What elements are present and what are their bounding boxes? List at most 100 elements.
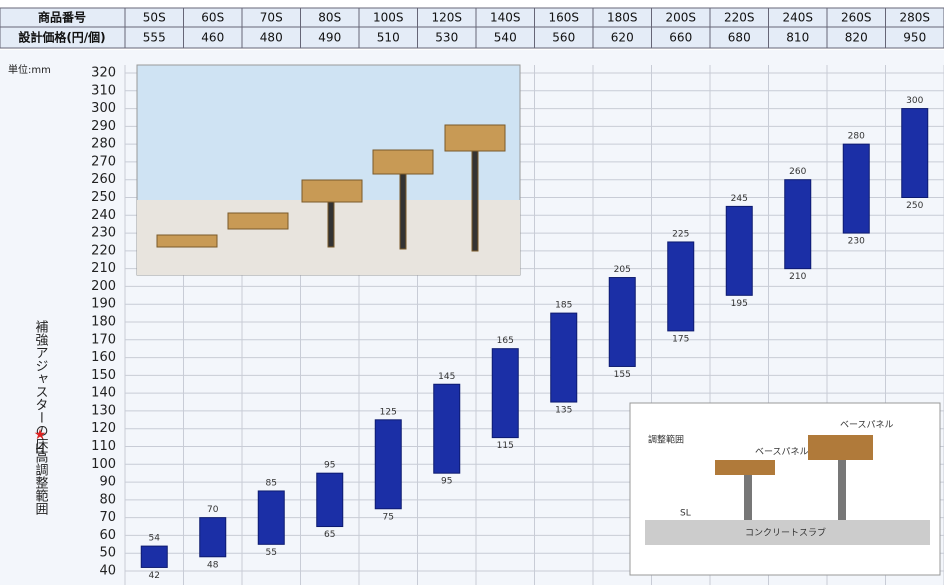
low-label: 42 <box>149 571 160 581</box>
low-label: 195 <box>731 299 748 309</box>
price: 530 <box>435 31 458 45</box>
price: 950 <box>903 31 926 45</box>
diagram-panel <box>715 460 775 475</box>
y-tick-label: 140 <box>91 386 116 401</box>
y-axis-symbol: H <box>35 443 45 458</box>
low-label: 175 <box>672 334 689 344</box>
y-tick-label: 90 <box>99 475 116 490</box>
y-tick-label: 240 <box>91 208 116 223</box>
range-bar <box>491 348 519 439</box>
y-tick-label: 260 <box>91 172 116 187</box>
high-label: 145 <box>438 372 455 382</box>
high-label: 205 <box>614 265 631 275</box>
high-label: 85 <box>266 478 277 488</box>
y-tick-label: 230 <box>91 226 116 241</box>
high-label: 245 <box>731 194 748 204</box>
range-bar <box>608 277 636 367</box>
range-bar <box>257 490 285 545</box>
y-tick-label: 280 <box>91 137 116 152</box>
low-label: 230 <box>848 237 865 247</box>
high-label: 260 <box>789 167 806 177</box>
y-tick-label: 320 <box>91 66 116 81</box>
high-label: 300 <box>906 96 923 106</box>
y-tick-label: 190 <box>91 297 116 312</box>
product-code: 240S <box>782 11 813 25</box>
y-tick-label: 250 <box>91 190 116 205</box>
price: 555 <box>143 31 166 45</box>
range-bar <box>667 241 695 332</box>
product-code: 180S <box>607 11 638 25</box>
high-label: 225 <box>672 229 689 239</box>
y-tick-label: 210 <box>91 261 116 276</box>
product-code: 100S <box>373 11 404 25</box>
product-code: 70S <box>260 11 283 25</box>
price: 560 <box>552 31 575 45</box>
low-label: 155 <box>614 370 631 380</box>
bars: 54 42 70 48 85 55 95 65 125 75 145 95 165 115 185 135 20… <box>140 96 929 581</box>
high-label: 125 <box>380 407 397 417</box>
range-bar <box>374 419 402 510</box>
range-bar <box>784 179 812 270</box>
price: 820 <box>845 31 868 45</box>
product-code: 80S <box>318 11 341 25</box>
low-label: 250 <box>906 201 923 211</box>
diagram-slab <box>645 520 930 545</box>
price: 680 <box>728 31 751 45</box>
y-tick-label: 70 <box>99 510 116 525</box>
product-code: 160S <box>548 11 579 25</box>
low-label: 48 <box>207 560 219 570</box>
high-label: 280 <box>848 132 865 142</box>
diagram-label: 調整範囲 <box>648 434 684 446</box>
low-label: 135 <box>555 406 572 416</box>
diagram-post <box>838 460 846 520</box>
price: 660 <box>669 31 692 45</box>
table-bg <box>0 7 944 49</box>
product-code: 50S <box>143 11 166 25</box>
range-bar <box>433 383 461 474</box>
y-tick-label: 200 <box>91 279 116 294</box>
diagram-panel <box>808 435 873 460</box>
row-label: 設計価格(円/個) <box>18 30 105 45</box>
photo-products <box>156 124 506 252</box>
high-label: 165 <box>497 336 514 346</box>
y-tick-label: 160 <box>91 350 116 365</box>
product-code: 280S <box>899 11 930 25</box>
star: ★ <box>34 427 47 443</box>
price: 620 <box>611 31 634 45</box>
range-bar <box>842 143 870 234</box>
y-tick-label: 290 <box>91 119 116 134</box>
high-label: 95 <box>324 461 335 471</box>
range-bar <box>140 545 168 568</box>
y-tick-label: 120 <box>91 421 116 436</box>
diagram-label: ベースパネル <box>840 420 894 431</box>
range-bar <box>550 312 578 403</box>
y-tick-label: 180 <box>91 315 116 330</box>
y-tick-label: 220 <box>91 243 116 258</box>
high-label: 185 <box>555 301 572 311</box>
y-tick-label: 60 <box>99 528 116 543</box>
low-label: 55 <box>266 548 277 558</box>
low-label: 75 <box>383 512 394 522</box>
y-tick-label: 100 <box>91 457 116 472</box>
low-label: 115 <box>497 441 514 451</box>
range-bar <box>725 205 753 296</box>
high-label: 70 <box>207 505 219 515</box>
product-code: 120S <box>431 11 462 25</box>
y-tick-label: 170 <box>91 332 116 347</box>
range-bar <box>901 108 929 198</box>
price: 540 <box>494 31 517 45</box>
y-tick-label: 40 <box>99 564 116 579</box>
product-code: 260S <box>841 11 872 25</box>
y-tick-label: 110 <box>91 439 116 454</box>
product-code: 60S <box>201 11 224 25</box>
product-code: 200S <box>665 11 696 25</box>
diagram <box>629 402 941 576</box>
y-tick-label: 130 <box>91 403 116 418</box>
low-label: 95 <box>441 477 452 487</box>
price: 460 <box>201 31 224 45</box>
unit-label: 単位:mm <box>8 63 51 76</box>
range-bar <box>316 472 344 528</box>
price: 510 <box>377 31 400 45</box>
